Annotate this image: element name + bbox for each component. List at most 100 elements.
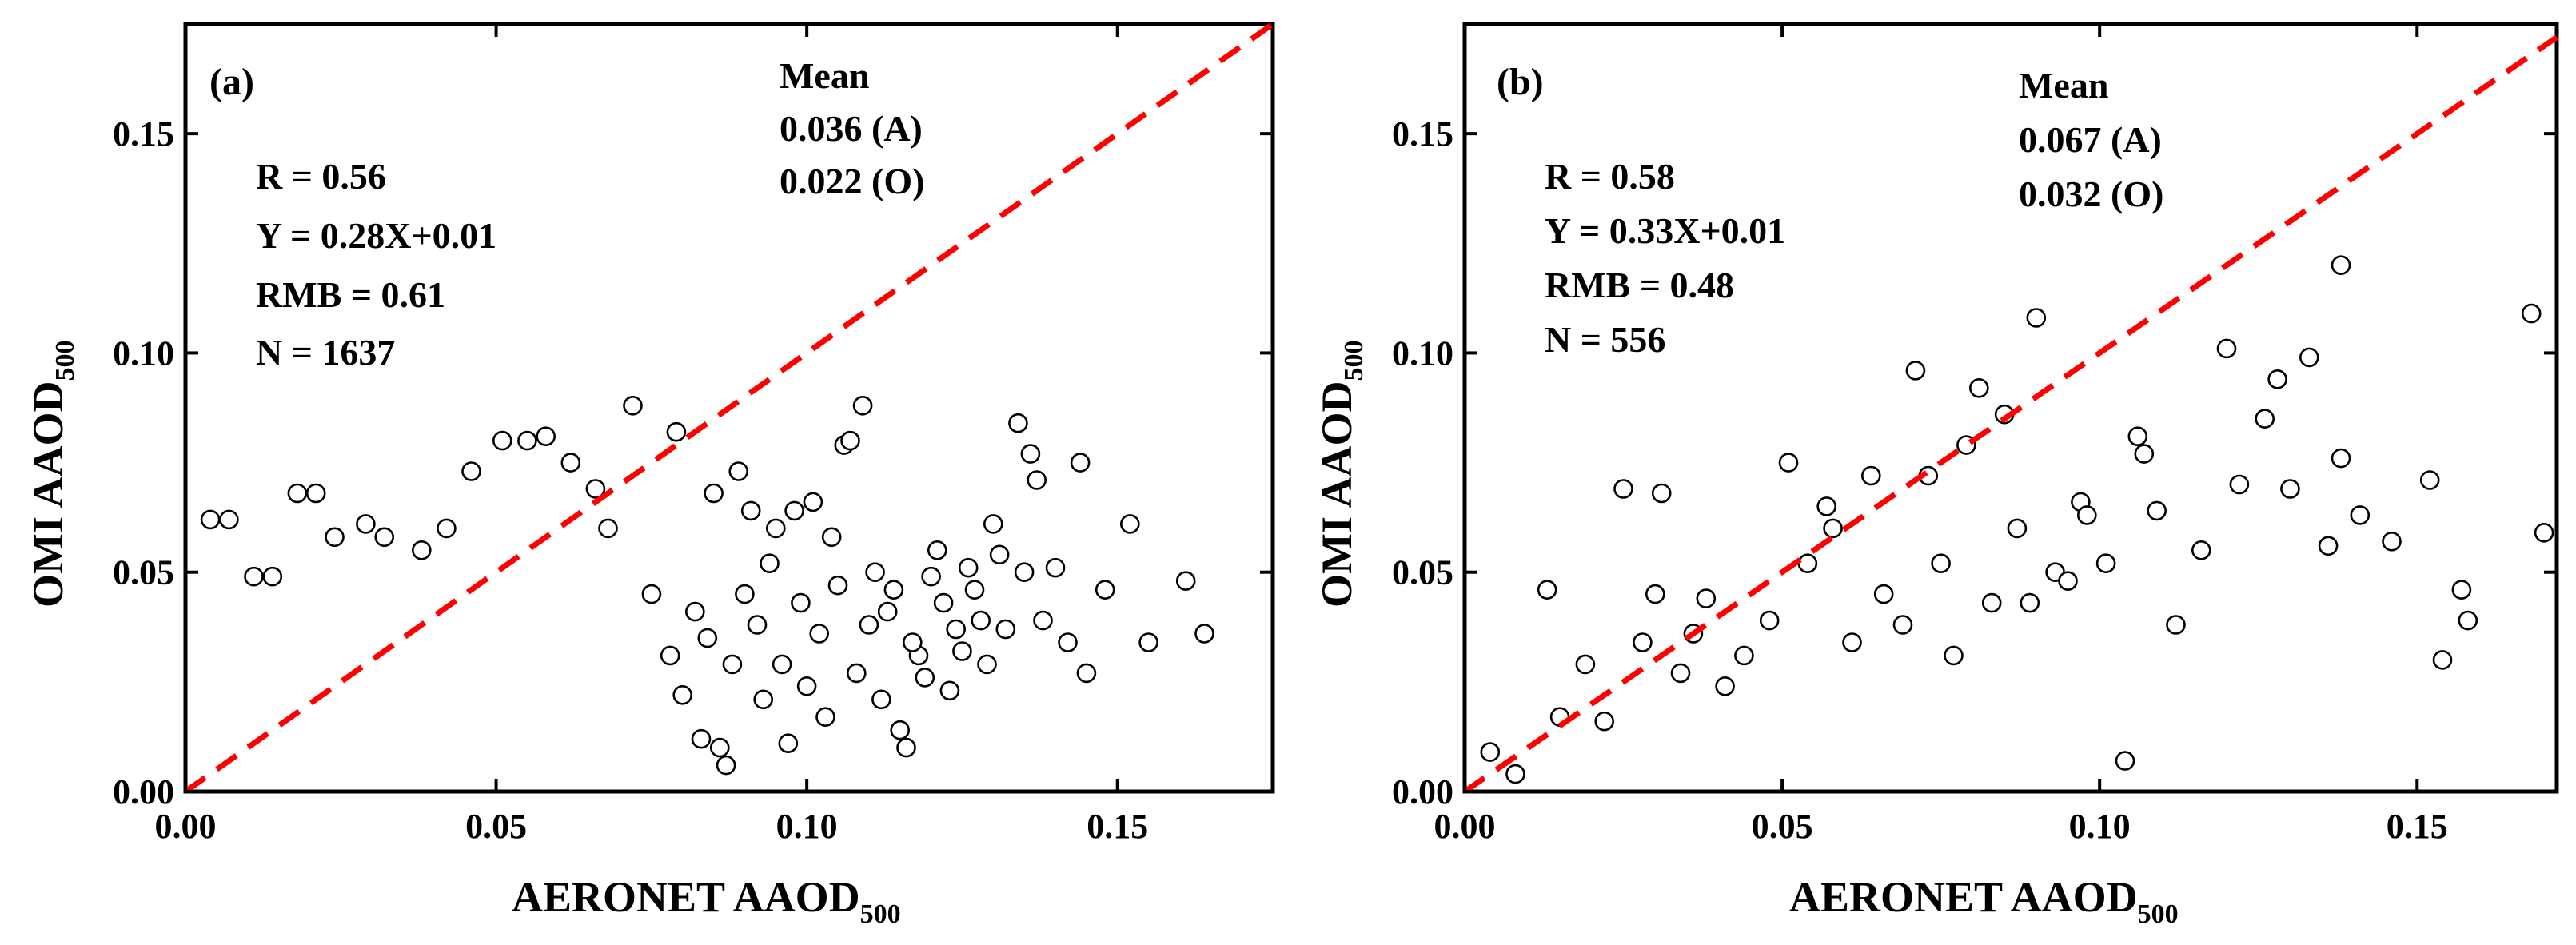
data-point bbox=[1613, 479, 1633, 499]
data-point bbox=[492, 430, 512, 451]
data-point bbox=[1058, 632, 1078, 652]
mean-omi: 0.022 (O) bbox=[780, 161, 924, 201]
data-point bbox=[1575, 654, 1596, 675]
data-point bbox=[1759, 610, 1780, 631]
data-point bbox=[983, 514, 1003, 534]
data-point bbox=[939, 680, 960, 701]
x-tick-label: 0.05 bbox=[1752, 807, 1813, 846]
data-point bbox=[1816, 496, 1836, 516]
x-axis-title: AERONET AAOD500 bbox=[1789, 873, 2179, 929]
x-tick-label: 0.15 bbox=[1087, 807, 1148, 846]
data-point bbox=[915, 668, 935, 688]
data-point bbox=[1505, 764, 1525, 784]
data-point bbox=[809, 624, 829, 644]
data-point bbox=[796, 676, 817, 696]
x-tick-label: 0.10 bbox=[776, 807, 838, 846]
data-point bbox=[821, 527, 842, 548]
data-point bbox=[753, 689, 774, 710]
data-point bbox=[356, 514, 376, 534]
data-point bbox=[1480, 742, 1501, 762]
data-point bbox=[1797, 553, 1818, 574]
data-point bbox=[2331, 448, 2351, 469]
data-point bbox=[722, 654, 743, 675]
data-point bbox=[1905, 361, 1926, 381]
x-tick-label: 0.05 bbox=[465, 807, 527, 846]
data-point bbox=[2521, 303, 2542, 324]
data-point bbox=[672, 684, 693, 705]
mean-aeronet: 0.036 (A) bbox=[780, 108, 923, 149]
plot-frame bbox=[1462, 22, 2559, 794]
data-point bbox=[1778, 453, 1799, 472]
data-point bbox=[709, 737, 730, 758]
y-tick-layer: 0.00 0.05 0.10 0.15 bbox=[113, 114, 1273, 811]
data-point bbox=[927, 540, 947, 560]
data-point bbox=[964, 580, 985, 600]
data-point bbox=[697, 628, 718, 648]
x-tick-label: 0.10 bbox=[2069, 807, 2131, 846]
data-point bbox=[2166, 615, 2186, 635]
data-point bbox=[847, 663, 867, 684]
data-point bbox=[2331, 255, 2351, 276]
data-point bbox=[598, 518, 618, 539]
data-point bbox=[890, 720, 910, 740]
plot-frame bbox=[183, 22, 1275, 794]
mean-aeronet: 0.067 (A) bbox=[2019, 119, 2162, 160]
x-tick-label: 0.15 bbox=[2387, 807, 2448, 846]
data-point bbox=[585, 479, 606, 499]
x-tick-label: 0.00 bbox=[1434, 807, 1496, 846]
data-point bbox=[2229, 474, 2250, 495]
y-tick-label: 0.15 bbox=[113, 114, 174, 154]
data-point bbox=[772, 654, 792, 675]
data-point bbox=[2127, 426, 2148, 447]
x-tick-layer: 0.00 0.05 0.10 0.15 bbox=[1434, 24, 2448, 846]
scatter-panel-b: 0.00 0.05 0.10 0.15 0.00 0.05 0.10 0.15 (b) R … bbox=[1313, 22, 2559, 929]
data-point bbox=[704, 483, 724, 504]
data-point bbox=[2216, 338, 2237, 359]
data-point bbox=[2077, 505, 2097, 525]
stat-n: N = 1637 bbox=[256, 332, 395, 373]
data-point bbox=[1095, 580, 1115, 600]
data-point bbox=[2451, 580, 2472, 600]
data-point bbox=[641, 584, 662, 604]
data-point bbox=[2115, 751, 2135, 771]
data-point bbox=[2299, 347, 2319, 368]
data-point bbox=[1008, 413, 1028, 433]
point-layer bbox=[1480, 255, 2554, 784]
y-tick-label: 0.15 bbox=[1392, 114, 1453, 154]
data-point bbox=[2419, 470, 2440, 490]
data-point bbox=[2134, 444, 2155, 464]
stat-rmb: RMB = 0.61 bbox=[256, 274, 445, 315]
data-point bbox=[1537, 580, 1557, 600]
y-tick-layer: 0.00 0.05 0.10 0.15 bbox=[1392, 114, 2557, 811]
data-point bbox=[517, 430, 537, 451]
data-point bbox=[903, 632, 923, 652]
data-point bbox=[827, 575, 848, 596]
mean-title: Mean bbox=[780, 55, 869, 96]
one-to-one-line bbox=[1463, 34, 2558, 794]
data-point bbox=[952, 641, 972, 661]
data-point bbox=[760, 553, 780, 574]
data-point bbox=[1633, 632, 1653, 652]
mean-title: Mean bbox=[2019, 65, 2108, 106]
data-point bbox=[1670, 663, 1691, 684]
data-point bbox=[2534, 522, 2554, 543]
data-point bbox=[1931, 553, 1951, 574]
stat-fit: Y = 0.28X+0.01 bbox=[256, 215, 496, 256]
data-point bbox=[2026, 308, 2047, 328]
data-point bbox=[1645, 584, 1665, 604]
data-point bbox=[791, 592, 811, 613]
data-point bbox=[971, 610, 991, 631]
data-point bbox=[2147, 500, 2167, 521]
data-point bbox=[883, 580, 904, 600]
data-point bbox=[1873, 584, 1894, 604]
data-point bbox=[461, 461, 481, 481]
stat-fit: Y = 0.33X+0.01 bbox=[1545, 210, 1785, 251]
data-point bbox=[2191, 540, 2211, 560]
y-tick-label: 0.05 bbox=[1392, 553, 1453, 592]
data-point bbox=[865, 562, 885, 583]
data-point bbox=[815, 707, 835, 728]
data-point bbox=[374, 527, 395, 548]
data-point bbox=[623, 395, 643, 416]
data-point bbox=[946, 619, 966, 640]
